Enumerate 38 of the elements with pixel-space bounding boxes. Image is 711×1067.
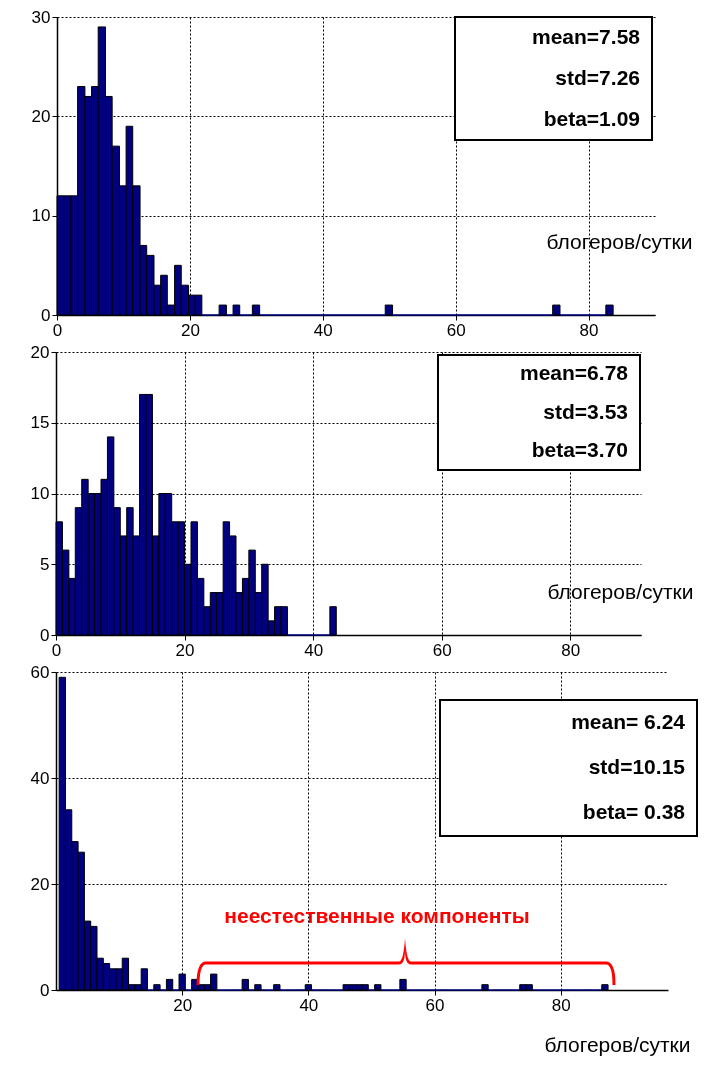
y-tick-label: 0 (40, 625, 50, 645)
x-axis-title: блогеров/сутки (547, 579, 694, 603)
y-tick-label: 30 (31, 7, 51, 27)
x-axis-title: блогеров/сутки (544, 1032, 691, 1056)
x-tick-label: 40 (304, 640, 324, 660)
y-tick-label: 0 (40, 980, 50, 1000)
x-tick-label: 20 (173, 995, 193, 1015)
x-tick-label: 80 (551, 995, 571, 1015)
y-tick-label: 15 (30, 413, 50, 433)
x-tick-label: 20 (180, 320, 200, 340)
annotation: std=7.26 (555, 65, 640, 89)
annotation: std=3.53 (543, 399, 628, 423)
annotation: mean=6.78 (520, 361, 629, 385)
y-tick-label: 20 (30, 342, 50, 362)
x-tick-label: 60 (446, 320, 466, 340)
y-tick-label: 10 (30, 484, 50, 503)
x-tick-label: 60 (425, 995, 445, 1015)
y-tick-label: 20 (30, 874, 50, 894)
annotation: mean= 6.24 (571, 709, 686, 733)
y-tick-label: 20 (31, 106, 51, 126)
y-tick-label: 40 (30, 768, 50, 788)
annotation: std=10.15 (588, 755, 686, 778)
x-tick-label: 20 (175, 640, 195, 660)
x-tick-label: 60 (432, 640, 452, 660)
x-tick-label: 80 (579, 320, 599, 340)
y-tick-label: 10 (31, 206, 51, 226)
x-tick-label: 40 (299, 995, 319, 1015)
x-tick-label: 40 (313, 320, 333, 340)
annotation: beta=1.09 (543, 106, 640, 130)
annotation: beta=3.70 (531, 437, 628, 461)
annotation: mean=7.58 (532, 24, 641, 48)
y-tick-label: 5 (40, 554, 50, 574)
annotation: beta= 0.38 (582, 800, 686, 824)
annotation: неестественные компоненты (224, 904, 530, 927)
x-axis-title: блогеров/сутки (546, 229, 693, 253)
y-tick-label: 0 (41, 305, 51, 325)
x-tick-label: 80 (561, 640, 581, 660)
y-tick-label: 60 (30, 662, 50, 682)
